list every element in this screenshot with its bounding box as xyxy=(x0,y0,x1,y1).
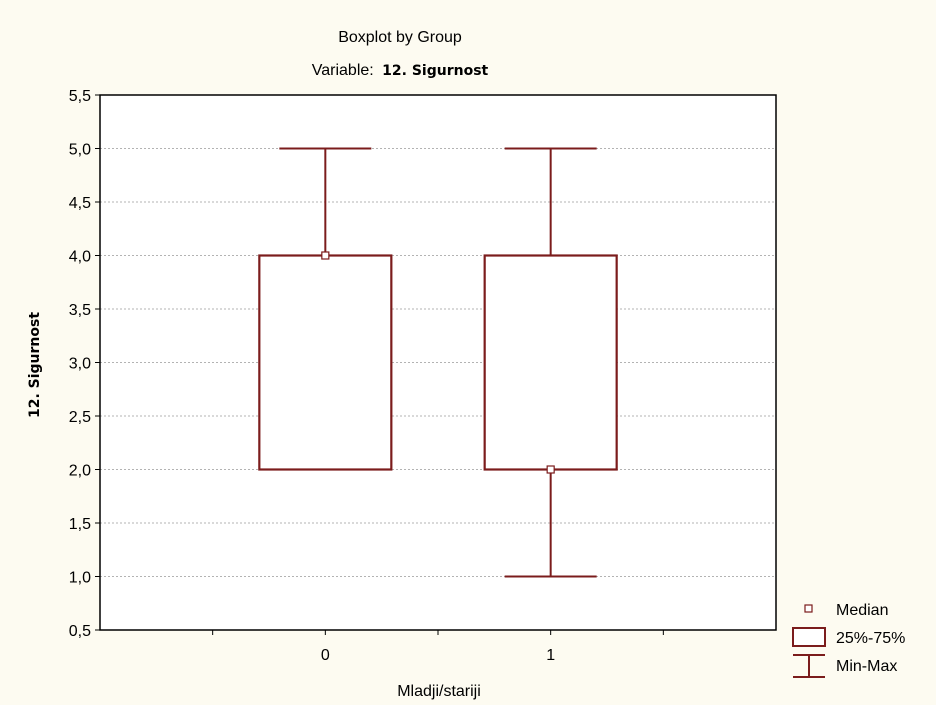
legend-item-box: 25%-75% xyxy=(792,627,905,647)
chart-subtitle-variable: 12. Sigurnost xyxy=(382,63,488,79)
y-tick-label: 3,0 xyxy=(69,356,91,373)
chart-subtitle: Variable: 12. Sigurnost xyxy=(312,62,489,79)
y-tick-label: 5,5 xyxy=(69,88,91,105)
x-axis-label: Mladji/stariji xyxy=(397,683,481,700)
y-tick-label: 4,5 xyxy=(69,195,91,212)
legend-median-marker xyxy=(804,604,813,613)
y-tick-label: 2,5 xyxy=(69,409,91,426)
y-axis-label: 12. Sigurnost xyxy=(27,312,43,418)
median-marker xyxy=(546,465,555,474)
y-tick-label: 0,5 xyxy=(69,623,91,640)
median-marker xyxy=(321,251,330,260)
chart-title: Boxplot by Group xyxy=(338,29,462,46)
legend: Median 25%-75% Min-Max xyxy=(792,602,905,678)
y-tick-label: 1,5 xyxy=(69,516,91,533)
y-tick-label: 5,0 xyxy=(69,142,91,159)
box-iqr xyxy=(258,254,393,471)
legend-whisker-label: Min-Max xyxy=(836,658,897,675)
y-tick-label: 2,0 xyxy=(69,463,91,480)
x-tick-label: 0 xyxy=(321,647,330,664)
legend-box-marker xyxy=(792,627,826,647)
plot-area: 0,5 1,0 1,5 2,0 2,5 3,0 3,5 4,0 4,5 5,0 5,5 0 1 xyxy=(69,88,777,664)
legend-item-whisker: Min-Max xyxy=(793,654,897,678)
legend-box-label: 25%-75% xyxy=(836,630,905,647)
plot-frame xyxy=(99,94,777,631)
y-tick-label: 4,0 xyxy=(69,249,91,266)
x-tick-label: 1 xyxy=(546,647,555,664)
y-tick-label: 1,0 xyxy=(69,570,91,587)
legend-median-label: Median xyxy=(836,602,888,619)
legend-item-median: Median xyxy=(804,602,888,619)
chart-subtitle-prefix: Variable: xyxy=(312,62,374,79)
box-iqr xyxy=(483,254,618,471)
y-tick-label: 3,5 xyxy=(69,302,91,319)
